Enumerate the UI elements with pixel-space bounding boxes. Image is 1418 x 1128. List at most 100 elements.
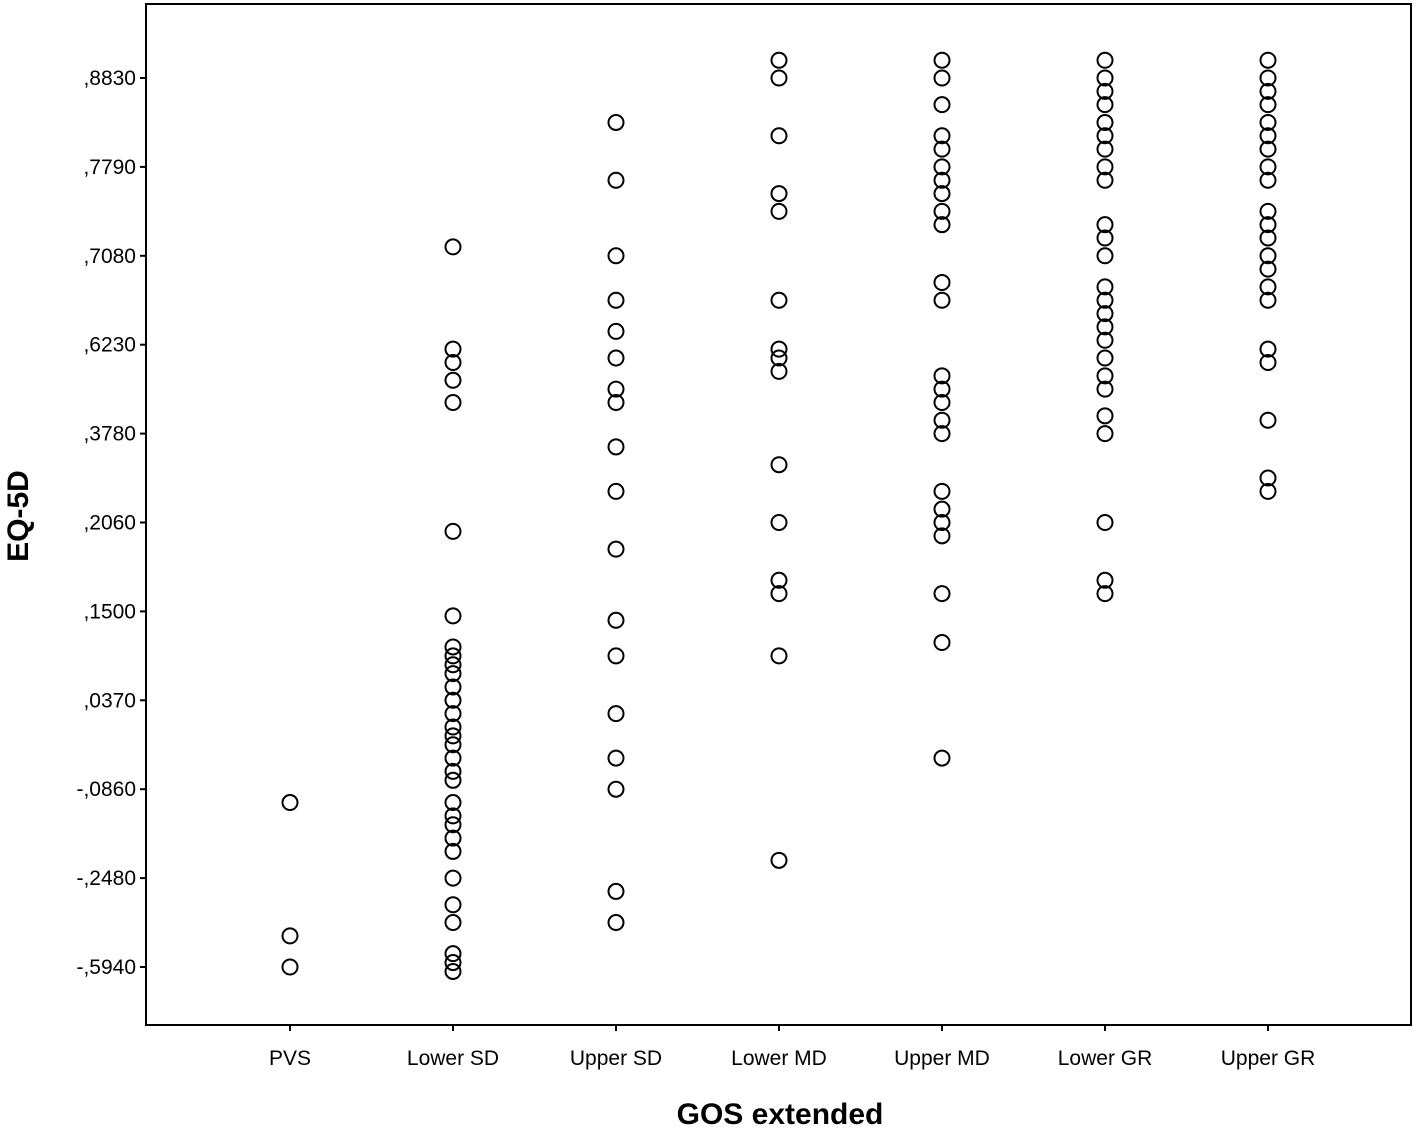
data-point	[607, 749, 625, 767]
data-point	[933, 514, 951, 531]
data-point	[444, 794, 462, 812]
data-point	[607, 647, 625, 665]
data-point	[444, 771, 462, 789]
data-point	[933, 393, 951, 411]
data-point	[1259, 216, 1277, 234]
data-point	[607, 247, 625, 265]
x-axis-title: GOS extended	[677, 1098, 884, 1128]
data-point	[444, 522, 462, 540]
data-point	[933, 171, 951, 189]
data-point	[1259, 69, 1277, 87]
data-point	[770, 349, 788, 367]
data-point	[1259, 340, 1277, 358]
y-tick-label: ,6230	[83, 334, 136, 357]
data-point	[607, 322, 625, 340]
y-axis: ,8830 ,7790 ,7080 ,6230 ,3780 ,2060 ,1500 ,0370…	[76, 67, 146, 979]
x-tick-label: Lower GR	[1058, 1047, 1153, 1070]
data-point	[444, 656, 462, 674]
data-point	[1096, 216, 1114, 234]
data-point	[607, 540, 625, 558]
data-point	[1096, 69, 1114, 87]
data-point	[444, 340, 462, 358]
data-point	[607, 780, 625, 798]
data-point	[444, 829, 462, 847]
y-tick-label: ,0370	[83, 689, 136, 712]
data-point	[607, 393, 625, 411]
data-point	[933, 500, 951, 518]
data-point	[444, 954, 462, 972]
data-point	[607, 171, 625, 189]
data-point	[770, 291, 788, 309]
data-point	[1096, 113, 1114, 131]
data-point	[444, 718, 462, 736]
data-point	[933, 527, 951, 545]
data-point	[1259, 278, 1277, 296]
data-point	[933, 425, 951, 443]
x-tick-label: Upper MD	[894, 1047, 990, 1070]
data-point	[444, 691, 462, 709]
data-point	[444, 736, 462, 754]
data-point	[770, 69, 788, 87]
data-point	[1259, 158, 1277, 176]
data-point	[1259, 247, 1277, 265]
data-point	[444, 371, 462, 389]
data-point	[444, 647, 462, 665]
data-point	[1259, 482, 1277, 500]
data-point	[770, 127, 788, 145]
data-point	[770, 362, 788, 380]
y-tick-label: -,0860	[76, 778, 136, 801]
data-point	[933, 216, 951, 234]
data-points	[281, 51, 1277, 980]
data-point	[281, 958, 299, 976]
data-point	[1259, 469, 1277, 487]
data-point	[444, 914, 462, 932]
y-tick-label: -,2480	[76, 867, 136, 890]
data-point	[1096, 291, 1114, 309]
data-point	[444, 607, 462, 625]
data-point	[444, 869, 462, 887]
data-point	[444, 353, 462, 371]
data-point	[770, 514, 788, 531]
data-point	[281, 927, 299, 945]
data-point	[933, 291, 951, 309]
data-point	[1096, 571, 1114, 589]
y-axis-title: EQ-5D	[2, 470, 35, 562]
data-point	[444, 842, 462, 860]
x-axis: PVS Lower SD Upper SD Lower MD Upper MD Lower…	[269, 1025, 1315, 1070]
data-point	[444, 749, 462, 767]
data-point	[444, 705, 462, 723]
data-point	[1096, 349, 1114, 367]
data-point	[933, 140, 951, 158]
data-point	[607, 349, 625, 367]
x-tick-label: Upper SD	[570, 1047, 662, 1070]
data-point	[933, 51, 951, 69]
data-point	[444, 678, 462, 696]
y-tick-label: ,2060	[83, 512, 136, 535]
data-point	[1096, 278, 1114, 296]
data-point	[1259, 171, 1277, 189]
data-point	[444, 962, 462, 980]
data-point	[607, 438, 625, 456]
data-point	[1096, 171, 1114, 189]
data-point	[1096, 158, 1114, 176]
data-point	[933, 585, 951, 603]
data-point	[770, 851, 788, 869]
data-point	[1259, 96, 1277, 114]
data-point	[1259, 51, 1277, 69]
data-point	[444, 945, 462, 963]
data-point	[1096, 407, 1114, 425]
data-point	[933, 96, 951, 114]
data-point	[770, 51, 788, 69]
data-point	[1259, 260, 1277, 278]
data-point	[933, 69, 951, 87]
data-point	[607, 882, 625, 900]
data-point	[770, 456, 788, 474]
data-point	[444, 238, 462, 256]
data-point	[933, 749, 951, 767]
data-point	[444, 638, 462, 656]
data-point	[1259, 140, 1277, 158]
data-point	[1259, 127, 1277, 145]
data-point	[444, 807, 462, 825]
y-tick-label: ,8830	[83, 67, 136, 90]
data-point	[1259, 291, 1277, 309]
